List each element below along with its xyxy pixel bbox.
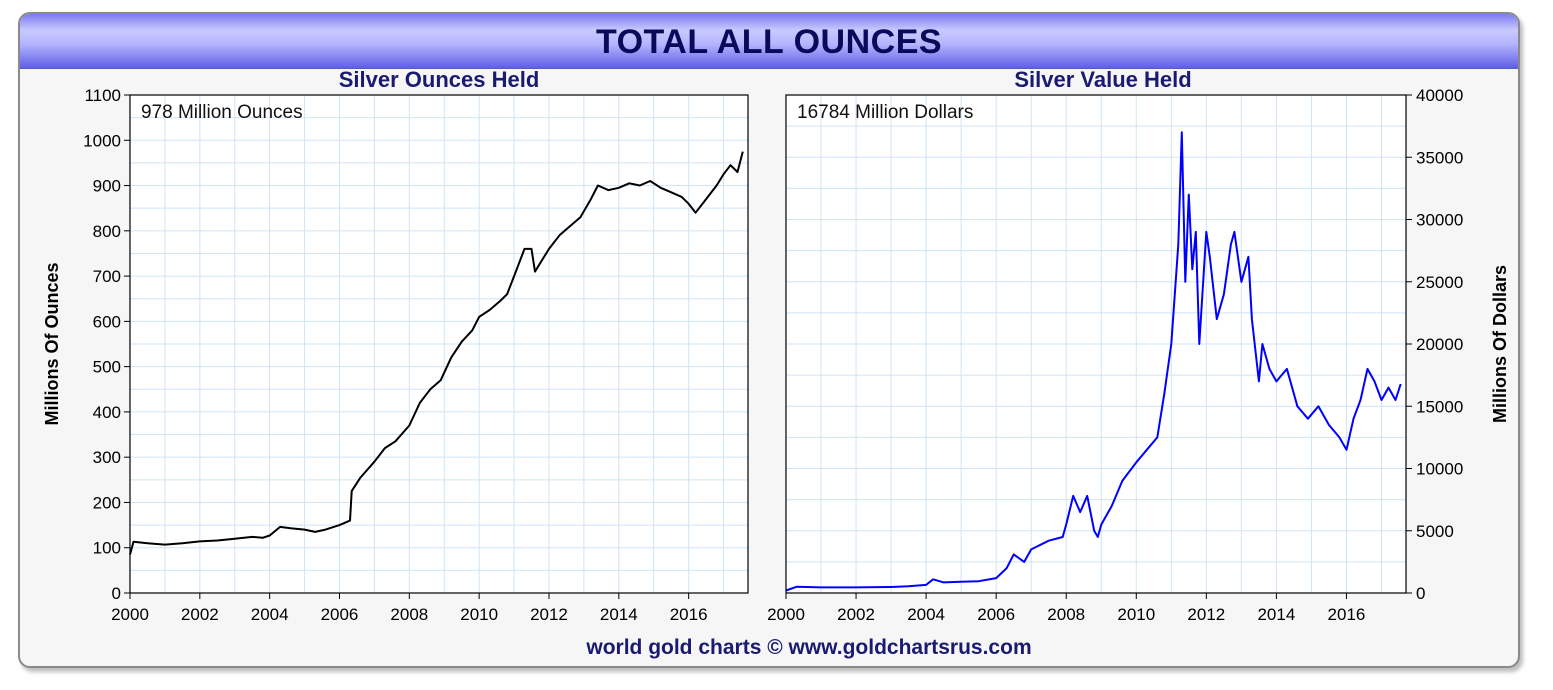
x-tick-label: 2006 xyxy=(977,605,1015,624)
title-banner: TOTAL ALL OUNCES xyxy=(20,14,1518,69)
y-tick-label: 1000 xyxy=(83,131,121,150)
banner-title: TOTAL ALL OUNCES xyxy=(595,23,943,61)
x-tick-label: 2016 xyxy=(670,605,708,624)
x-tick-label: 2016 xyxy=(1328,605,1366,624)
x-tick-label: 2014 xyxy=(1257,605,1295,624)
right-chart: 0 5000 10000 15000 20000 25000 30000 35000 40000… xyxy=(767,67,1510,624)
y-tick-label: 5000 xyxy=(1416,522,1454,541)
x-tick-label: 2012 xyxy=(530,605,568,624)
y-tick-label: 800 xyxy=(93,222,121,241)
left-y-axis: 0 100 200 300 400 500 600 700 800 900 1000 1100 xyxy=(83,86,130,603)
y-tick-label: 600 xyxy=(93,312,121,331)
y-tick-label: 40000 xyxy=(1416,86,1463,105)
right-y-axis: 0 5000 10000 15000 20000 25000 30000 35000 40000 xyxy=(1406,86,1463,603)
x-tick-label: 2012 xyxy=(1187,605,1225,624)
x-tick-label: 2008 xyxy=(1047,605,1085,624)
x-tick-label: 2004 xyxy=(251,605,289,624)
y-tick-label: 35000 xyxy=(1416,148,1463,167)
y-tick-label: 400 xyxy=(93,403,121,422)
y-tick-label: 30000 xyxy=(1416,211,1463,230)
y-tick-label: 700 xyxy=(93,267,121,286)
right-series-group xyxy=(785,131,1402,592)
footer-credit: world gold charts © www.goldchartsrus.co… xyxy=(585,636,1031,659)
y-tick-label: 500 xyxy=(93,358,121,377)
right-y-axis-label: Millions Of Dollars xyxy=(1490,265,1510,423)
y-tick-label: 0 xyxy=(1416,584,1425,603)
y-tick-label: 100 xyxy=(93,539,121,558)
x-tick-label: 2000 xyxy=(111,605,149,624)
y-tick-label: 0 xyxy=(112,584,121,603)
right-chart-title: Silver Value Held xyxy=(1014,67,1191,92)
y-tick-label: 25000 xyxy=(1416,273,1463,292)
left-annotation: 978 Million Ounces xyxy=(141,102,303,123)
y-tick-label: 10000 xyxy=(1416,460,1463,479)
left-chart: 0 100 200 300 400 500 600 700 800 900 1000 1100 200… xyxy=(42,67,749,624)
y-tick-label: 20000 xyxy=(1416,335,1463,354)
y-tick-label: 1100 xyxy=(84,86,121,105)
x-tick-label: 2010 xyxy=(1117,605,1155,624)
left-plot-border xyxy=(129,94,749,594)
right-gridlines xyxy=(785,94,1406,594)
right-series-line xyxy=(785,131,1402,592)
x-tick-label: 2006 xyxy=(321,605,359,624)
left-x-axis: 2000 2002 2004 2006 2008 2010 2012 2014 2016 xyxy=(111,593,708,624)
y-tick-label: 200 xyxy=(93,493,121,512)
y-tick-label: 15000 xyxy=(1416,397,1463,416)
left-chart-title: Silver Ounces Held xyxy=(339,67,540,92)
x-tick-label: 2002 xyxy=(837,605,875,624)
x-tick-label: 2004 xyxy=(907,605,945,624)
y-tick-label: 300 xyxy=(93,448,121,467)
right-x-axis: 2000 2002 2004 2006 2008 2010 2012 2014 2016 xyxy=(767,593,1365,624)
x-tick-label: 2010 xyxy=(460,605,498,624)
left-series-group xyxy=(129,151,744,555)
left-series-line xyxy=(129,151,744,555)
right-annotation: 16784 Million Dollars xyxy=(797,102,973,123)
left-y-axis-label: Millions Of Ounces xyxy=(42,262,62,425)
y-tick-label: 900 xyxy=(93,177,121,196)
x-tick-label: 2008 xyxy=(390,605,428,624)
x-tick-label: 2002 xyxy=(181,605,219,624)
x-tick-label: 2000 xyxy=(767,605,805,624)
x-tick-label: 2014 xyxy=(600,605,638,624)
